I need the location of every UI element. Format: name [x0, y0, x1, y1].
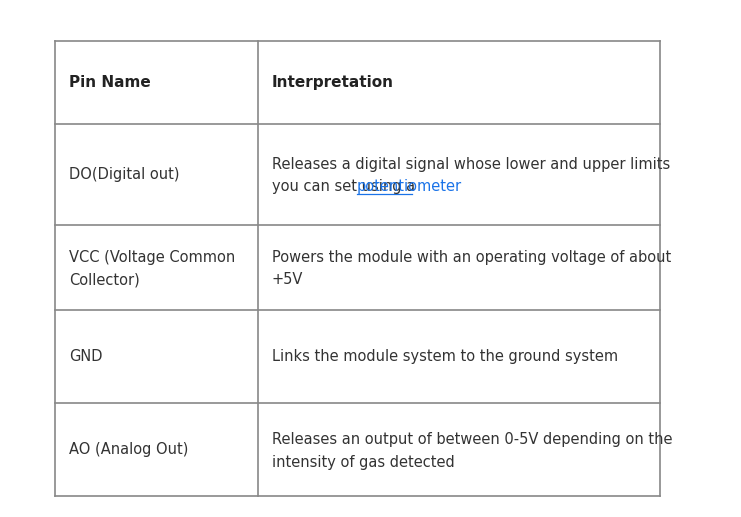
- Text: +5V: +5V: [272, 272, 303, 287]
- Text: Releases an output of between 0-5V depending on the: Releases an output of between 0-5V depen…: [272, 432, 672, 448]
- Text: Links the module system to the ground system: Links the module system to the ground sy…: [272, 349, 618, 364]
- Text: potentiometer: potentiometer: [357, 179, 462, 194]
- Text: intensity of gas detected: intensity of gas detected: [272, 454, 454, 470]
- Text: Releases a digital signal whose lower and upper limits: Releases a digital signal whose lower an…: [272, 157, 670, 172]
- Text: Powers the module with an operating voltage of about: Powers the module with an operating volt…: [272, 250, 671, 265]
- Text: you can set using a: you can set using a: [272, 179, 419, 194]
- Text: Interpretation: Interpretation: [272, 75, 393, 90]
- Text: Pin Name: Pin Name: [69, 75, 150, 90]
- Text: DO(Digital out): DO(Digital out): [69, 167, 179, 182]
- Text: Collector): Collector): [69, 272, 139, 287]
- Text: GND: GND: [69, 349, 102, 364]
- Text: VCC (Voltage Common: VCC (Voltage Common: [69, 250, 235, 265]
- Text: AO (Analog Out): AO (Analog Out): [69, 442, 188, 458]
